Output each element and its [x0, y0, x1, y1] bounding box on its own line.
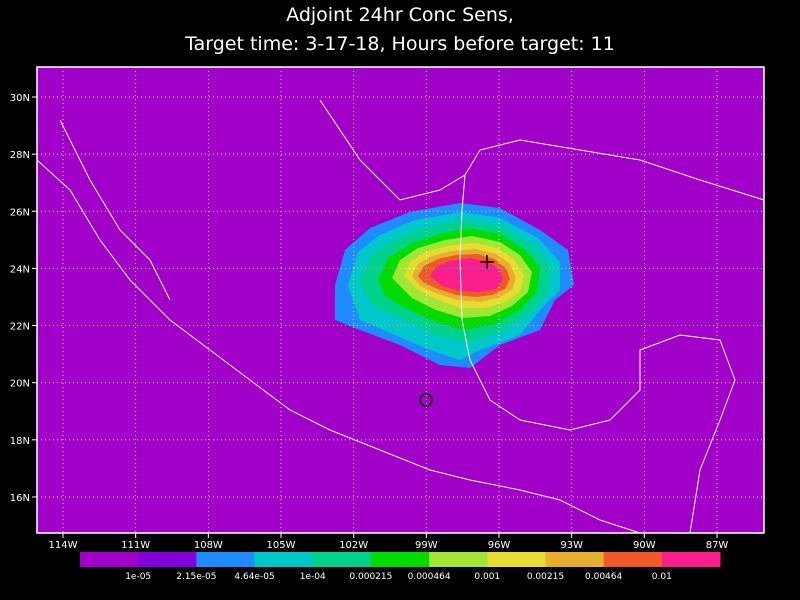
colorbar-label: 0.01 — [652, 572, 672, 582]
coastlines — [37, 99, 764, 533]
lon-tick-label: 99W — [415, 540, 438, 551]
colorbar-label: 0.00215 — [527, 572, 564, 582]
coastline — [59, 119, 171, 301]
colorbar-label: 0.00464 — [585, 572, 622, 582]
grid — [37, 67, 764, 533]
target-marker — [480, 255, 494, 269]
colorbar-label: 0.000464 — [408, 572, 451, 582]
colorbar-swatch — [603, 552, 663, 567]
lon-tick-label: 111W — [121, 540, 150, 551]
title-line: Target time: 3-17-18, Hours before targe… — [184, 33, 615, 55]
colorbar-swatch — [370, 552, 430, 567]
lat-tick-label: 16N — [10, 493, 30, 504]
plot-frame — [36, 66, 765, 534]
colorbar-label: 4.64e-05 — [234, 572, 274, 582]
lat-tick-label: 28N — [10, 150, 30, 161]
lon-tick-label: 93W — [560, 540, 583, 551]
lon-tick-label: 90W — [633, 540, 656, 551]
contour-band — [430, 258, 503, 292]
colorbar-swatch — [545, 552, 605, 567]
source-marker — [419, 393, 433, 407]
lat-tick-label: 26N — [10, 207, 30, 218]
colorbar-label: 0.001 — [474, 572, 500, 582]
lat-tick-label: 24N — [10, 264, 30, 275]
contours — [335, 203, 574, 368]
colorbar-swatch — [312, 552, 372, 567]
border — [319, 99, 466, 201]
title-line: Adjoint 24hr Conc Sens, — [286, 4, 514, 26]
colorbar-swatch — [661, 552, 721, 567]
colorbar-label: 1e-05 — [125, 572, 151, 582]
lat-tick-label: 30N — [10, 93, 30, 104]
lon-tick-label: 87W — [706, 540, 729, 551]
lon-tick-label: 114W — [49, 540, 78, 551]
colorbar-swatch — [487, 552, 546, 567]
colorbar-label: 2.15e-05 — [176, 572, 216, 582]
coastline — [459, 139, 764, 533]
colorbar-swatch — [429, 552, 488, 567]
lat-tick-label: 18N — [10, 436, 30, 447]
colorbar-label: 0.000215 — [349, 572, 392, 582]
lon-tick-label: 102W — [339, 540, 368, 551]
colorbar-swatch — [196, 552, 256, 567]
coastline — [37, 159, 641, 533]
colorbar-swatch — [80, 552, 139, 567]
lat-tick-label: 20N — [10, 379, 30, 390]
colorbar-swatch — [138, 552, 197, 567]
colorbar-label: 1e-04 — [300, 572, 326, 582]
lon-tick-label: 108W — [194, 540, 223, 551]
lat-tick-label: 22N — [10, 322, 30, 333]
lon-tick-label: 105W — [267, 540, 296, 551]
colorbar-swatch — [254, 552, 314, 567]
lon-tick-label: 96W — [488, 540, 511, 551]
